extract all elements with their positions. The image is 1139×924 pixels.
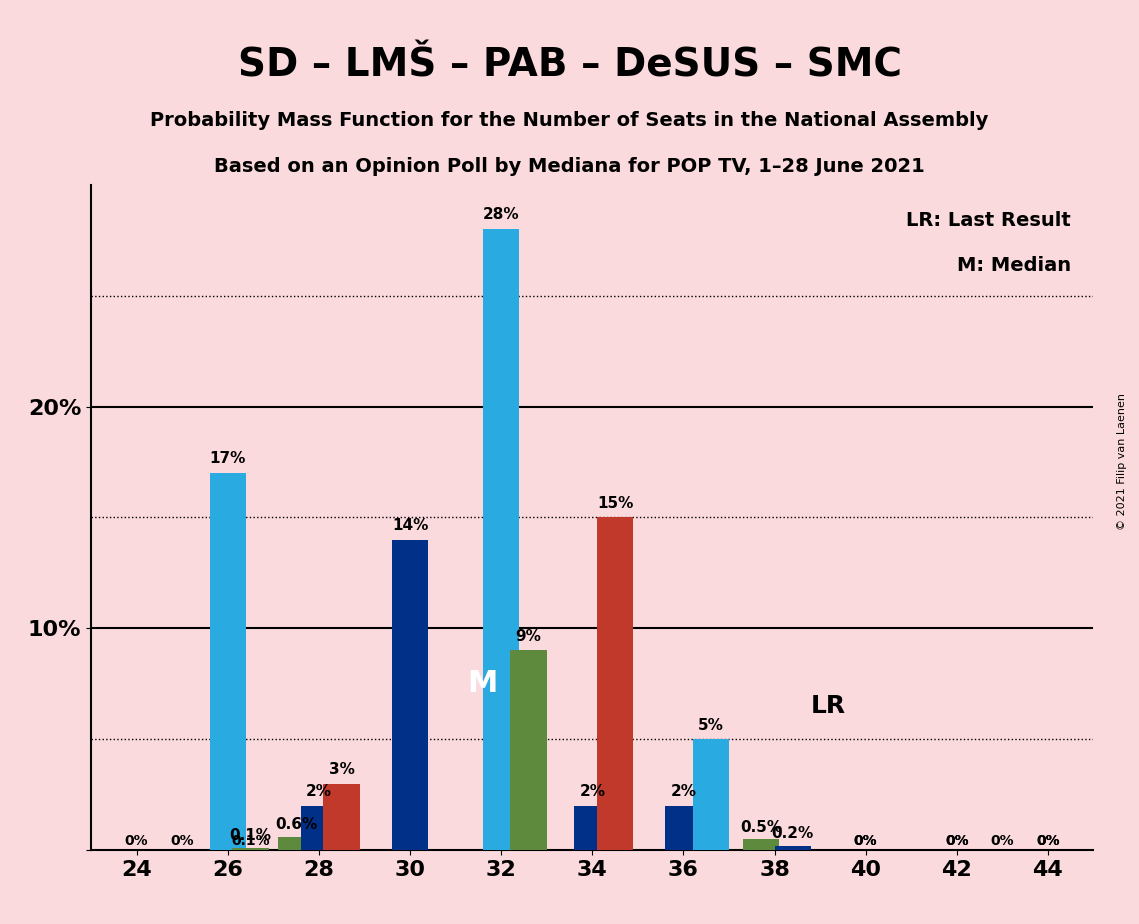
Text: 0%: 0%: [854, 833, 877, 848]
Text: 0.6%: 0.6%: [274, 818, 318, 833]
Text: 0%: 0%: [945, 833, 968, 848]
Bar: [210, 473, 246, 850]
Text: 3%: 3%: [329, 762, 354, 777]
Bar: [597, 517, 633, 850]
Bar: [323, 784, 360, 850]
Bar: [693, 739, 729, 850]
Text: 0%: 0%: [1036, 833, 1059, 848]
Text: 2%: 2%: [671, 784, 696, 799]
Text: Based on an Opinion Poll by Mediana for POP TV, 1–28 June 2021: Based on an Opinion Poll by Mediana for …: [214, 157, 925, 176]
Text: 0%: 0%: [125, 833, 148, 848]
Text: M: M: [468, 669, 498, 699]
Text: 0.5%: 0.5%: [740, 820, 781, 834]
Text: 28%: 28%: [483, 208, 519, 223]
Text: 0%: 0%: [854, 833, 877, 848]
Bar: [665, 806, 702, 850]
Text: 0%: 0%: [171, 833, 194, 848]
Text: 0%: 0%: [991, 833, 1014, 848]
Text: Probability Mass Function for the Number of Seats in the National Assembly: Probability Mass Function for the Number…: [150, 111, 989, 130]
Text: 0%: 0%: [1036, 833, 1059, 848]
Text: LR: Last Result: LR: Last Result: [906, 212, 1071, 230]
Bar: [301, 806, 337, 850]
Text: 0%: 0%: [945, 833, 968, 848]
Bar: [278, 837, 314, 850]
Bar: [232, 848, 269, 850]
Text: 0.1%: 0.1%: [231, 833, 270, 848]
Text: M: Median: M: Median: [957, 256, 1071, 274]
Text: SD – LMŠ – PAB – DeSUS – SMC: SD – LMŠ – PAB – DeSUS – SMC: [238, 46, 901, 84]
Bar: [483, 229, 519, 850]
Text: 0.2%: 0.2%: [771, 826, 814, 841]
Text: 2%: 2%: [580, 784, 605, 799]
Text: 14%: 14%: [392, 518, 428, 533]
Bar: [775, 845, 811, 850]
Text: 0.1%: 0.1%: [230, 829, 271, 844]
Text: 15%: 15%: [597, 496, 633, 511]
Bar: [743, 839, 779, 850]
Bar: [392, 540, 428, 850]
Text: 9%: 9%: [516, 629, 541, 644]
Text: 17%: 17%: [210, 452, 246, 467]
Text: © 2021 Filip van Laenen: © 2021 Filip van Laenen: [1117, 394, 1126, 530]
Bar: [574, 806, 611, 850]
Text: LR: LR: [811, 694, 846, 718]
Text: 2%: 2%: [306, 784, 331, 799]
Bar: [510, 650, 547, 850]
Text: 5%: 5%: [698, 718, 723, 733]
